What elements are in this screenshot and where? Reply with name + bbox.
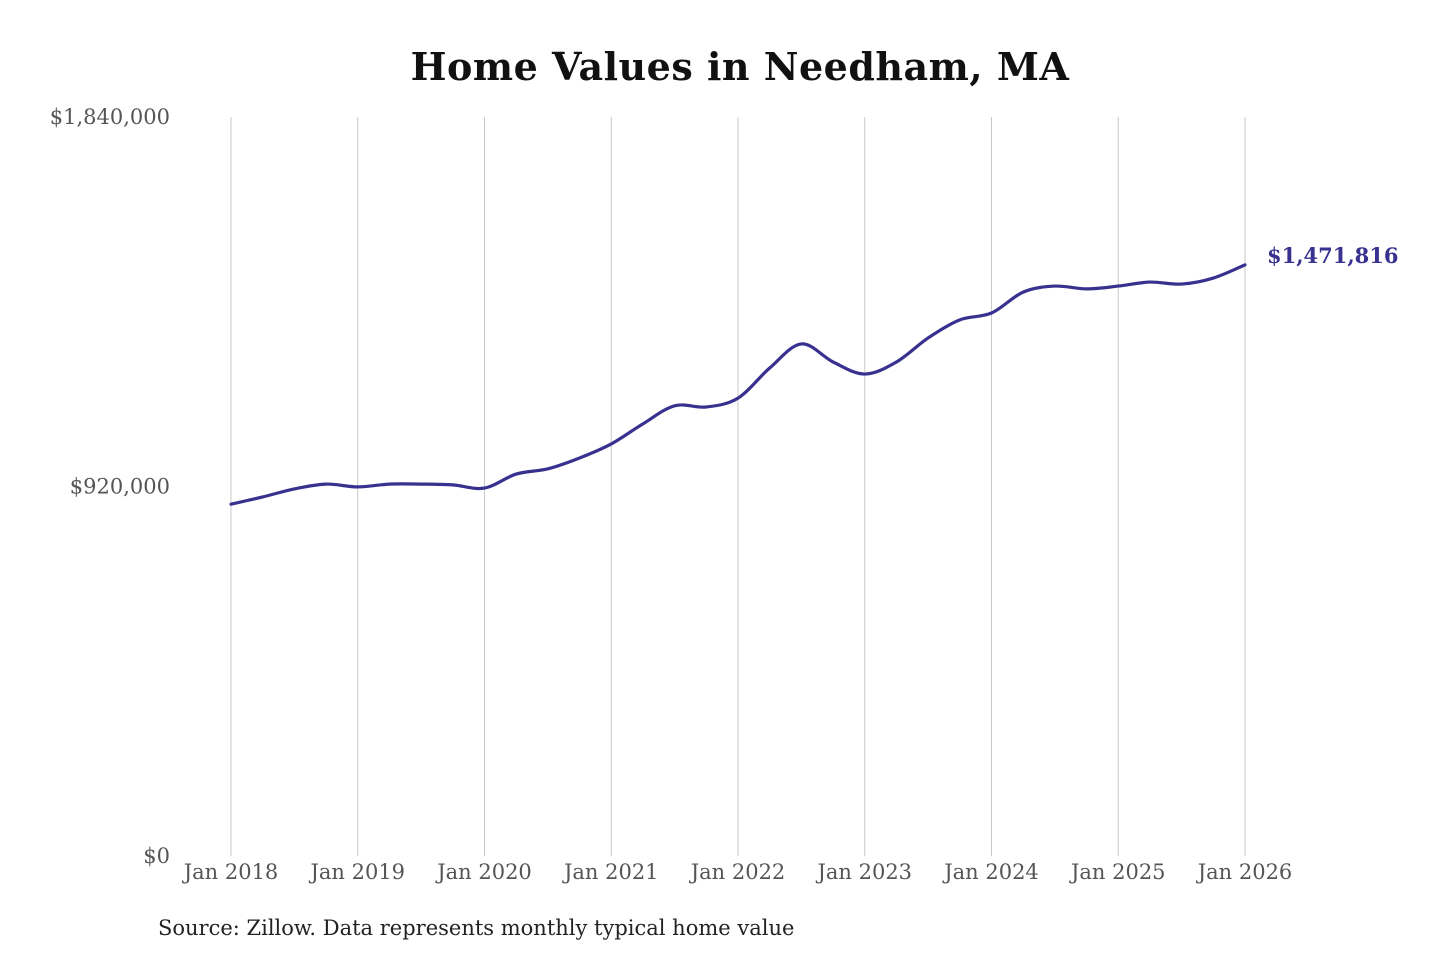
- x-tick-label: Jan 2026: [1196, 860, 1293, 884]
- x-tick-label: Jan 2024: [942, 860, 1039, 884]
- chart-title: Home Values in Needham, MA: [410, 44, 1070, 89]
- x-tick-label: Jan 2018: [182, 860, 279, 884]
- y-tick-label: $1,840,000: [50, 105, 170, 129]
- source-note: Source: Zillow. Data represents monthly …: [158, 916, 795, 940]
- x-tick-label: Jan 2022: [689, 860, 786, 884]
- x-tick-label: Jan 2019: [308, 860, 405, 884]
- y-tick-label: $920,000: [70, 475, 170, 499]
- x-tick-label: Jan 2023: [815, 860, 912, 884]
- x-tick-label: Jan 2021: [562, 860, 659, 884]
- y-tick-label: $0: [143, 844, 170, 868]
- series-line: [229, 263, 1247, 506]
- end-value-label: $1,471,816: [1267, 243, 1399, 268]
- x-tick-label: Jan 2025: [1069, 860, 1166, 884]
- x-tick-label: Jan 2020: [435, 860, 532, 884]
